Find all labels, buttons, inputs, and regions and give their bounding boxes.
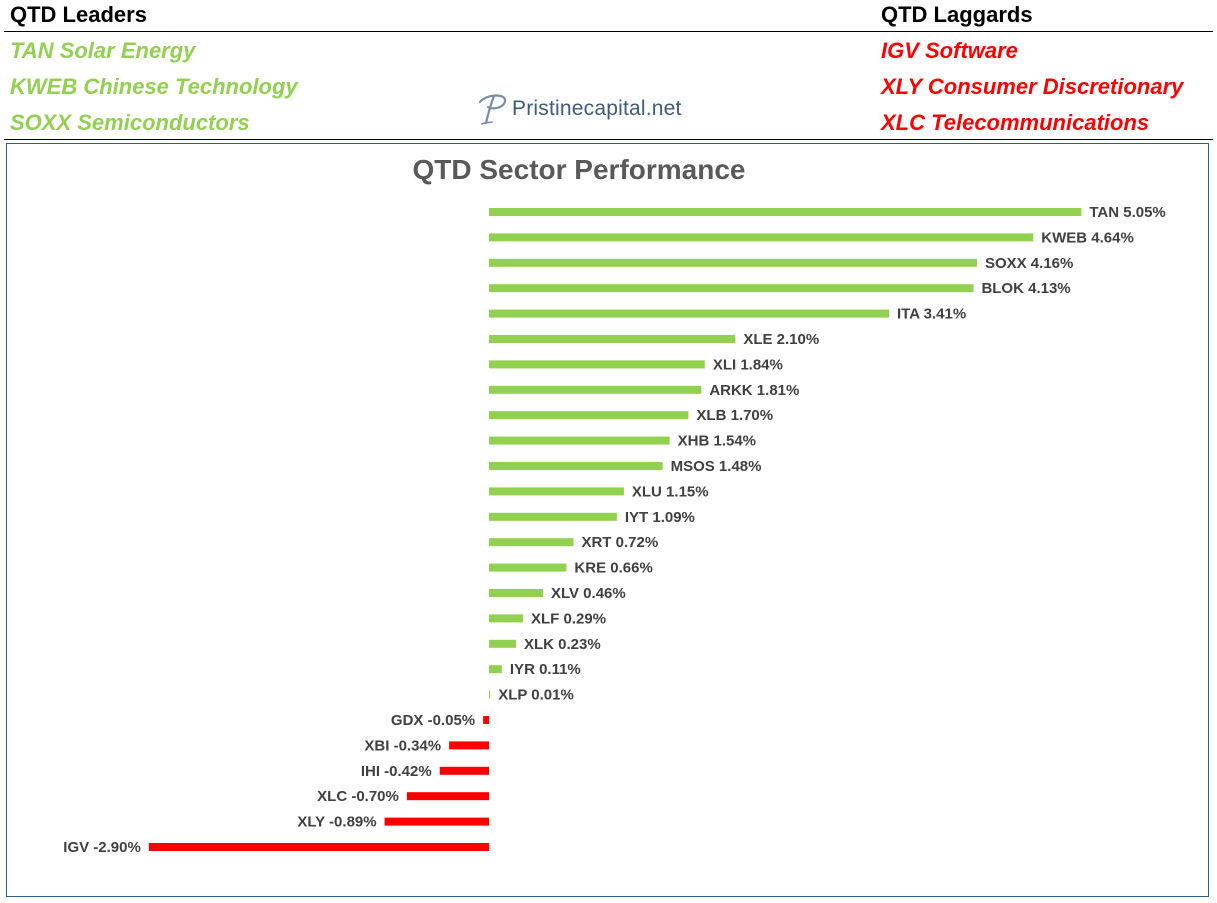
header-bottom-rule	[4, 139, 1213, 140]
bar-soxx	[489, 258, 977, 267]
sector-performance-chart: QTD Sector Performance TAN 5.05% KWEB 4.6…	[63, 154, 1166, 856]
label-ita: ITA 3.41%	[897, 306, 966, 323]
bar-arkk	[489, 385, 702, 394]
script-p-logo-icon	[478, 94, 507, 125]
label-xle: XLE 2.10%	[743, 331, 819, 348]
label-xbi: XBI -0.34%	[364, 737, 441, 754]
label-iyt: IYT 1.09%	[625, 509, 695, 526]
laggard-item-3: XLC Telecommunications	[881, 110, 1150, 135]
label-xlu: XLU 1.15%	[632, 483, 709, 500]
label-kre: KRE 0.66%	[574, 560, 652, 577]
label-xli: XLI 1.84%	[713, 356, 783, 373]
label-msos: MSOS 1.48%	[671, 458, 762, 475]
bar-xle	[489, 335, 736, 343]
bar-kweb	[489, 233, 1034, 242]
bar-xbi	[449, 741, 489, 750]
label-xlc: XLC -0.70%	[317, 788, 399, 805]
laggard-item-2: XLY Consumer Discretionary	[881, 74, 1184, 99]
chart-frame: QTD Sector Performance TAN 5.05% KWEB 4.6…	[6, 143, 1209, 897]
leader-item-2: KWEB Chinese Technology	[10, 74, 298, 99]
label-ihi: IHI -0.42%	[361, 763, 432, 780]
laggard-item-1: IGV Software	[881, 38, 1018, 63]
bar-xli	[489, 360, 705, 369]
bar-xlu	[489, 487, 624, 496]
label-xhb: XHB 1.54%	[678, 433, 756, 450]
bar-ita	[489, 309, 889, 318]
bar-xlc	[406, 792, 489, 801]
bar-xly	[384, 817, 489, 826]
bar-iyr	[489, 665, 502, 674]
bar-igv	[148, 843, 489, 851]
bar-xlk	[489, 639, 516, 648]
label-xlf: XLF 0.29%	[531, 610, 606, 627]
label-kweb: KWEB 4.64%	[1041, 229, 1134, 246]
label-iyr: IYR 0.11%	[510, 661, 581, 678]
chart-title: QTD Sector Performance	[413, 154, 746, 185]
bar-xlp	[489, 690, 491, 699]
label-xlp: XLP 0.01%	[498, 687, 574, 704]
laggards-heading: QTD Laggards	[881, 2, 1033, 27]
bar-xlv	[489, 589, 543, 597]
label-xlk: XLK 0.23%	[524, 636, 601, 653]
bar-xlf	[489, 614, 524, 623]
bar-tan	[489, 208, 1082, 216]
pristine-capital-logo: Pristinecapital.net	[472, 92, 682, 126]
label-xlv: XLV 0.46%	[551, 585, 626, 602]
leader-item-1: TAN Solar Energy	[10, 38, 196, 63]
logo-text: Pristinecapital.net	[512, 97, 682, 120]
leaders-heading: QTD Leaders	[10, 2, 147, 27]
label-xlb: XLB 1.70%	[696, 407, 773, 424]
label-gdx: GDX -0.05%	[391, 712, 475, 729]
bar-ihi	[439, 766, 489, 775]
label-tan: TAN 5.05%	[1089, 204, 1165, 221]
bar-blok	[489, 284, 974, 293]
header-top-rule	[4, 31, 1213, 32]
leader-item-3: SOXX Semiconductors	[10, 110, 250, 135]
bar-xrt	[489, 538, 574, 547]
bar-xlb	[489, 411, 689, 420]
label-xly: XLY -0.89%	[297, 814, 376, 831]
label-arkk: ARKK 1.81%	[709, 382, 799, 399]
label-blok: BLOK 4.13%	[981, 280, 1070, 297]
bar-msos	[489, 462, 663, 470]
label-soxx: SOXX 4.16%	[985, 255, 1073, 272]
bar-xhb	[489, 436, 670, 445]
bar-kre	[489, 563, 567, 572]
label-igv: IGV -2.90%	[63, 839, 141, 856]
bar-gdx	[483, 716, 489, 724]
bar-iyt	[489, 512, 617, 521]
label-xrt: XRT 0.72%	[581, 534, 658, 551]
